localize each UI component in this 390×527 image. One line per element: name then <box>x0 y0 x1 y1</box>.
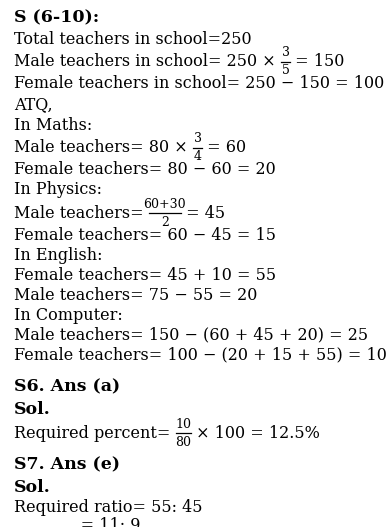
Text: Female teachers= 80 − 60 = 20: Female teachers= 80 − 60 = 20 <box>14 161 276 178</box>
Text: Required ratio= 55: 45: Required ratio= 55: 45 <box>14 499 202 515</box>
Text: Female teachers in school= 250 − 150 = 100: Female teachers in school= 250 − 150 = 1… <box>14 75 384 93</box>
Text: 80: 80 <box>175 435 191 448</box>
Text: Female teachers= 100 − (20 + 15 + 55) = 10: Female teachers= 100 − (20 + 15 + 55) = … <box>14 346 387 364</box>
Text: Total teachers in school=250: Total teachers in school=250 <box>14 32 252 48</box>
Text: In Physics:: In Physics: <box>14 181 102 199</box>
Text: In Computer:: In Computer: <box>14 307 123 324</box>
Text: Sol.: Sol. <box>14 479 51 495</box>
Text: 3: 3 <box>193 132 202 145</box>
Text: S6. Ans (a): S6. Ans (a) <box>14 378 120 395</box>
Text: = 11: 9: = 11: 9 <box>14 516 140 527</box>
Text: = 150: = 150 <box>290 54 345 71</box>
Text: = 60: = 60 <box>202 140 246 157</box>
Text: 60+30: 60+30 <box>144 198 186 210</box>
Text: Male teachers= 75 − 55 = 20: Male teachers= 75 − 55 = 20 <box>14 287 257 304</box>
Text: 3: 3 <box>282 46 289 60</box>
Text: S7. Ans (e): S7. Ans (e) <box>14 456 120 473</box>
Text: In English:: In English: <box>14 247 103 264</box>
Text: Female teachers= 45 + 10 = 55: Female teachers= 45 + 10 = 55 <box>14 267 276 284</box>
Text: Required percent=: Required percent= <box>14 425 176 442</box>
Text: 10: 10 <box>175 417 191 431</box>
Text: Male teachers= 80 ×: Male teachers= 80 × <box>14 140 193 157</box>
Text: 4: 4 <box>193 151 202 163</box>
Text: In Maths:: In Maths: <box>14 116 92 133</box>
Text: ATQ,: ATQ, <box>14 96 53 113</box>
Text: = 45: = 45 <box>181 204 225 221</box>
Text: Male teachers=: Male teachers= <box>14 204 149 221</box>
Text: 5: 5 <box>282 64 289 77</box>
Text: Male teachers in school= 250 ×: Male teachers in school= 250 × <box>14 54 281 71</box>
Text: Sol.: Sol. <box>14 401 51 417</box>
Text: 2: 2 <box>161 216 168 229</box>
Text: Female teachers= 60 − 45 = 15: Female teachers= 60 − 45 = 15 <box>14 227 276 243</box>
Text: × 100 = 12.5%: × 100 = 12.5% <box>191 425 319 442</box>
Text: S (6-10):: S (6-10): <box>14 9 99 26</box>
Text: Male teachers= 150 − (60 + 45 + 20) = 25: Male teachers= 150 − (60 + 45 + 20) = 25 <box>14 327 368 344</box>
